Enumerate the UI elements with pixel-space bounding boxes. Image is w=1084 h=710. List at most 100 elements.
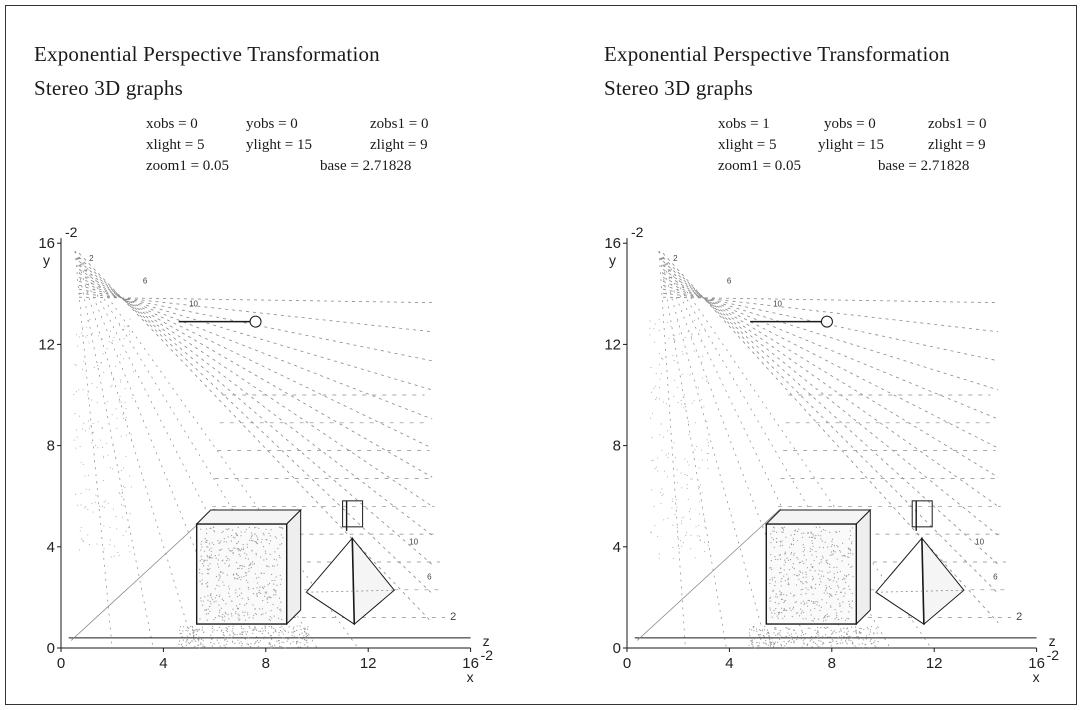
right-grid-line xyxy=(662,268,999,507)
left-wall-stipple xyxy=(74,413,76,415)
right-cube-stipple xyxy=(833,566,835,569)
left-cube-stipple xyxy=(269,535,271,537)
left-cube-stipple xyxy=(209,600,211,603)
right-wall-stipple xyxy=(684,336,686,338)
right-wall-stipple xyxy=(684,458,686,460)
left-cube-shadow xyxy=(182,626,185,628)
left-wall-stipple xyxy=(92,431,94,433)
right-cube-stipple xyxy=(830,605,832,607)
right-cube-stipple xyxy=(830,545,832,547)
left-wall-stipple xyxy=(109,539,111,541)
right-cube-shadow xyxy=(751,641,753,643)
right-wall-stipple xyxy=(680,540,682,542)
left-cube-stipple xyxy=(273,615,275,617)
right-wall-stipple xyxy=(686,488,688,490)
right-cube-stipple xyxy=(821,570,823,572)
right-wall-stipple xyxy=(706,452,708,454)
left-cube-stipple xyxy=(273,558,275,561)
right-wall-stipple xyxy=(649,417,651,419)
left-cube-shadow xyxy=(281,641,283,643)
left-cube-stipple xyxy=(265,592,267,595)
right-cube-stipple xyxy=(837,598,839,600)
right-cube-shadow xyxy=(855,631,857,634)
right-cube-shadow xyxy=(869,631,871,633)
right-cube-shadow xyxy=(811,639,813,641)
left-cube-stipple xyxy=(211,542,213,544)
right-wall-stipple xyxy=(663,436,665,438)
left-grid-line xyxy=(78,264,433,536)
left-wall-stipple xyxy=(80,332,82,334)
left-cube-stipple xyxy=(231,600,233,602)
right-cube-shadow xyxy=(779,634,781,636)
right-wall-stipple xyxy=(655,372,657,374)
right-cube-stipple xyxy=(787,582,789,584)
right-cube-stipple xyxy=(829,571,831,573)
right-cube-stipple xyxy=(774,601,776,604)
left-cube-stipple xyxy=(266,598,269,600)
right-cube-shadow xyxy=(818,635,820,637)
left-cube-stipple xyxy=(254,608,256,610)
right-cube-stipple xyxy=(847,547,849,549)
left-cube-stipple xyxy=(263,572,265,574)
right-cube-stipple xyxy=(795,584,798,586)
left-cube-stipple xyxy=(218,615,220,617)
left-z-neg-label: -2 xyxy=(481,647,494,663)
left-cube-stipple xyxy=(235,532,237,534)
left-cube-stipple xyxy=(218,585,220,587)
left-cube-stipple xyxy=(258,591,260,593)
right-y-tick-label: 4 xyxy=(613,539,621,556)
right-cube-stipple xyxy=(851,527,853,529)
left-cube-stipple xyxy=(200,549,202,551)
right-cube-shadow xyxy=(855,646,857,648)
left-cube-stipple xyxy=(221,548,223,550)
right-cube-stipple xyxy=(779,558,782,560)
left-cube-shadow xyxy=(220,630,222,632)
right-cube-stipple xyxy=(820,535,822,537)
right-wall-stipple xyxy=(651,437,653,439)
right-cube-stipple xyxy=(844,555,847,557)
right-depth-label: 6 xyxy=(727,277,732,286)
left-wall-stipple xyxy=(76,334,78,336)
left-cube-shadow xyxy=(197,629,199,631)
left-cube-shadow xyxy=(232,635,234,637)
right-wall-stipple xyxy=(690,339,692,341)
right-y-tick-label: 8 xyxy=(613,438,621,455)
left-cube-stipple xyxy=(265,552,267,554)
left-cube-stipple xyxy=(248,567,250,570)
left-cube-shadow xyxy=(263,638,265,640)
right-cube-shadow xyxy=(820,640,822,642)
left-cube-stipple xyxy=(280,534,282,536)
right-cube-stipple xyxy=(827,572,829,574)
right-cube-shadow xyxy=(825,634,827,636)
right-cube-shadow xyxy=(790,641,792,643)
right-cube-shadow xyxy=(767,632,769,634)
left-cube-shadow xyxy=(282,637,284,639)
right-wall-stipple xyxy=(653,341,655,343)
left-cube-shadow xyxy=(248,625,250,628)
left-cube-stipple xyxy=(261,538,263,541)
right-cube-stipple xyxy=(817,534,820,536)
left-cube-stipple xyxy=(280,543,283,545)
left-wall-stipple xyxy=(83,360,85,362)
left-cube-stipple xyxy=(211,557,213,559)
right-cube-stipple xyxy=(827,546,829,548)
left-cube-stipple xyxy=(230,613,233,615)
left-cube-stipple xyxy=(228,528,230,530)
left-cube-stipple xyxy=(249,539,251,542)
right-cube-shadow xyxy=(841,637,843,639)
left-cube-stipple xyxy=(209,610,211,613)
right-cube-stipple xyxy=(821,540,823,542)
right-wall-stipple xyxy=(673,360,675,362)
right-wall-stipple xyxy=(651,459,653,461)
left-wall-stipple xyxy=(91,431,93,433)
right-param-xlight: xlight = 5 xyxy=(718,137,777,153)
left-cube-stipple xyxy=(248,570,250,572)
right-cube-front xyxy=(765,523,857,625)
left-x-tick-label: 4 xyxy=(159,655,167,672)
left-cube-shadow xyxy=(225,643,227,645)
left-wall-stipple xyxy=(85,506,87,508)
left-cube-shadow xyxy=(231,630,233,632)
left-cube-shadow xyxy=(193,636,195,638)
left-wall-stipple xyxy=(97,421,99,423)
left-cube-stipple xyxy=(206,555,208,557)
